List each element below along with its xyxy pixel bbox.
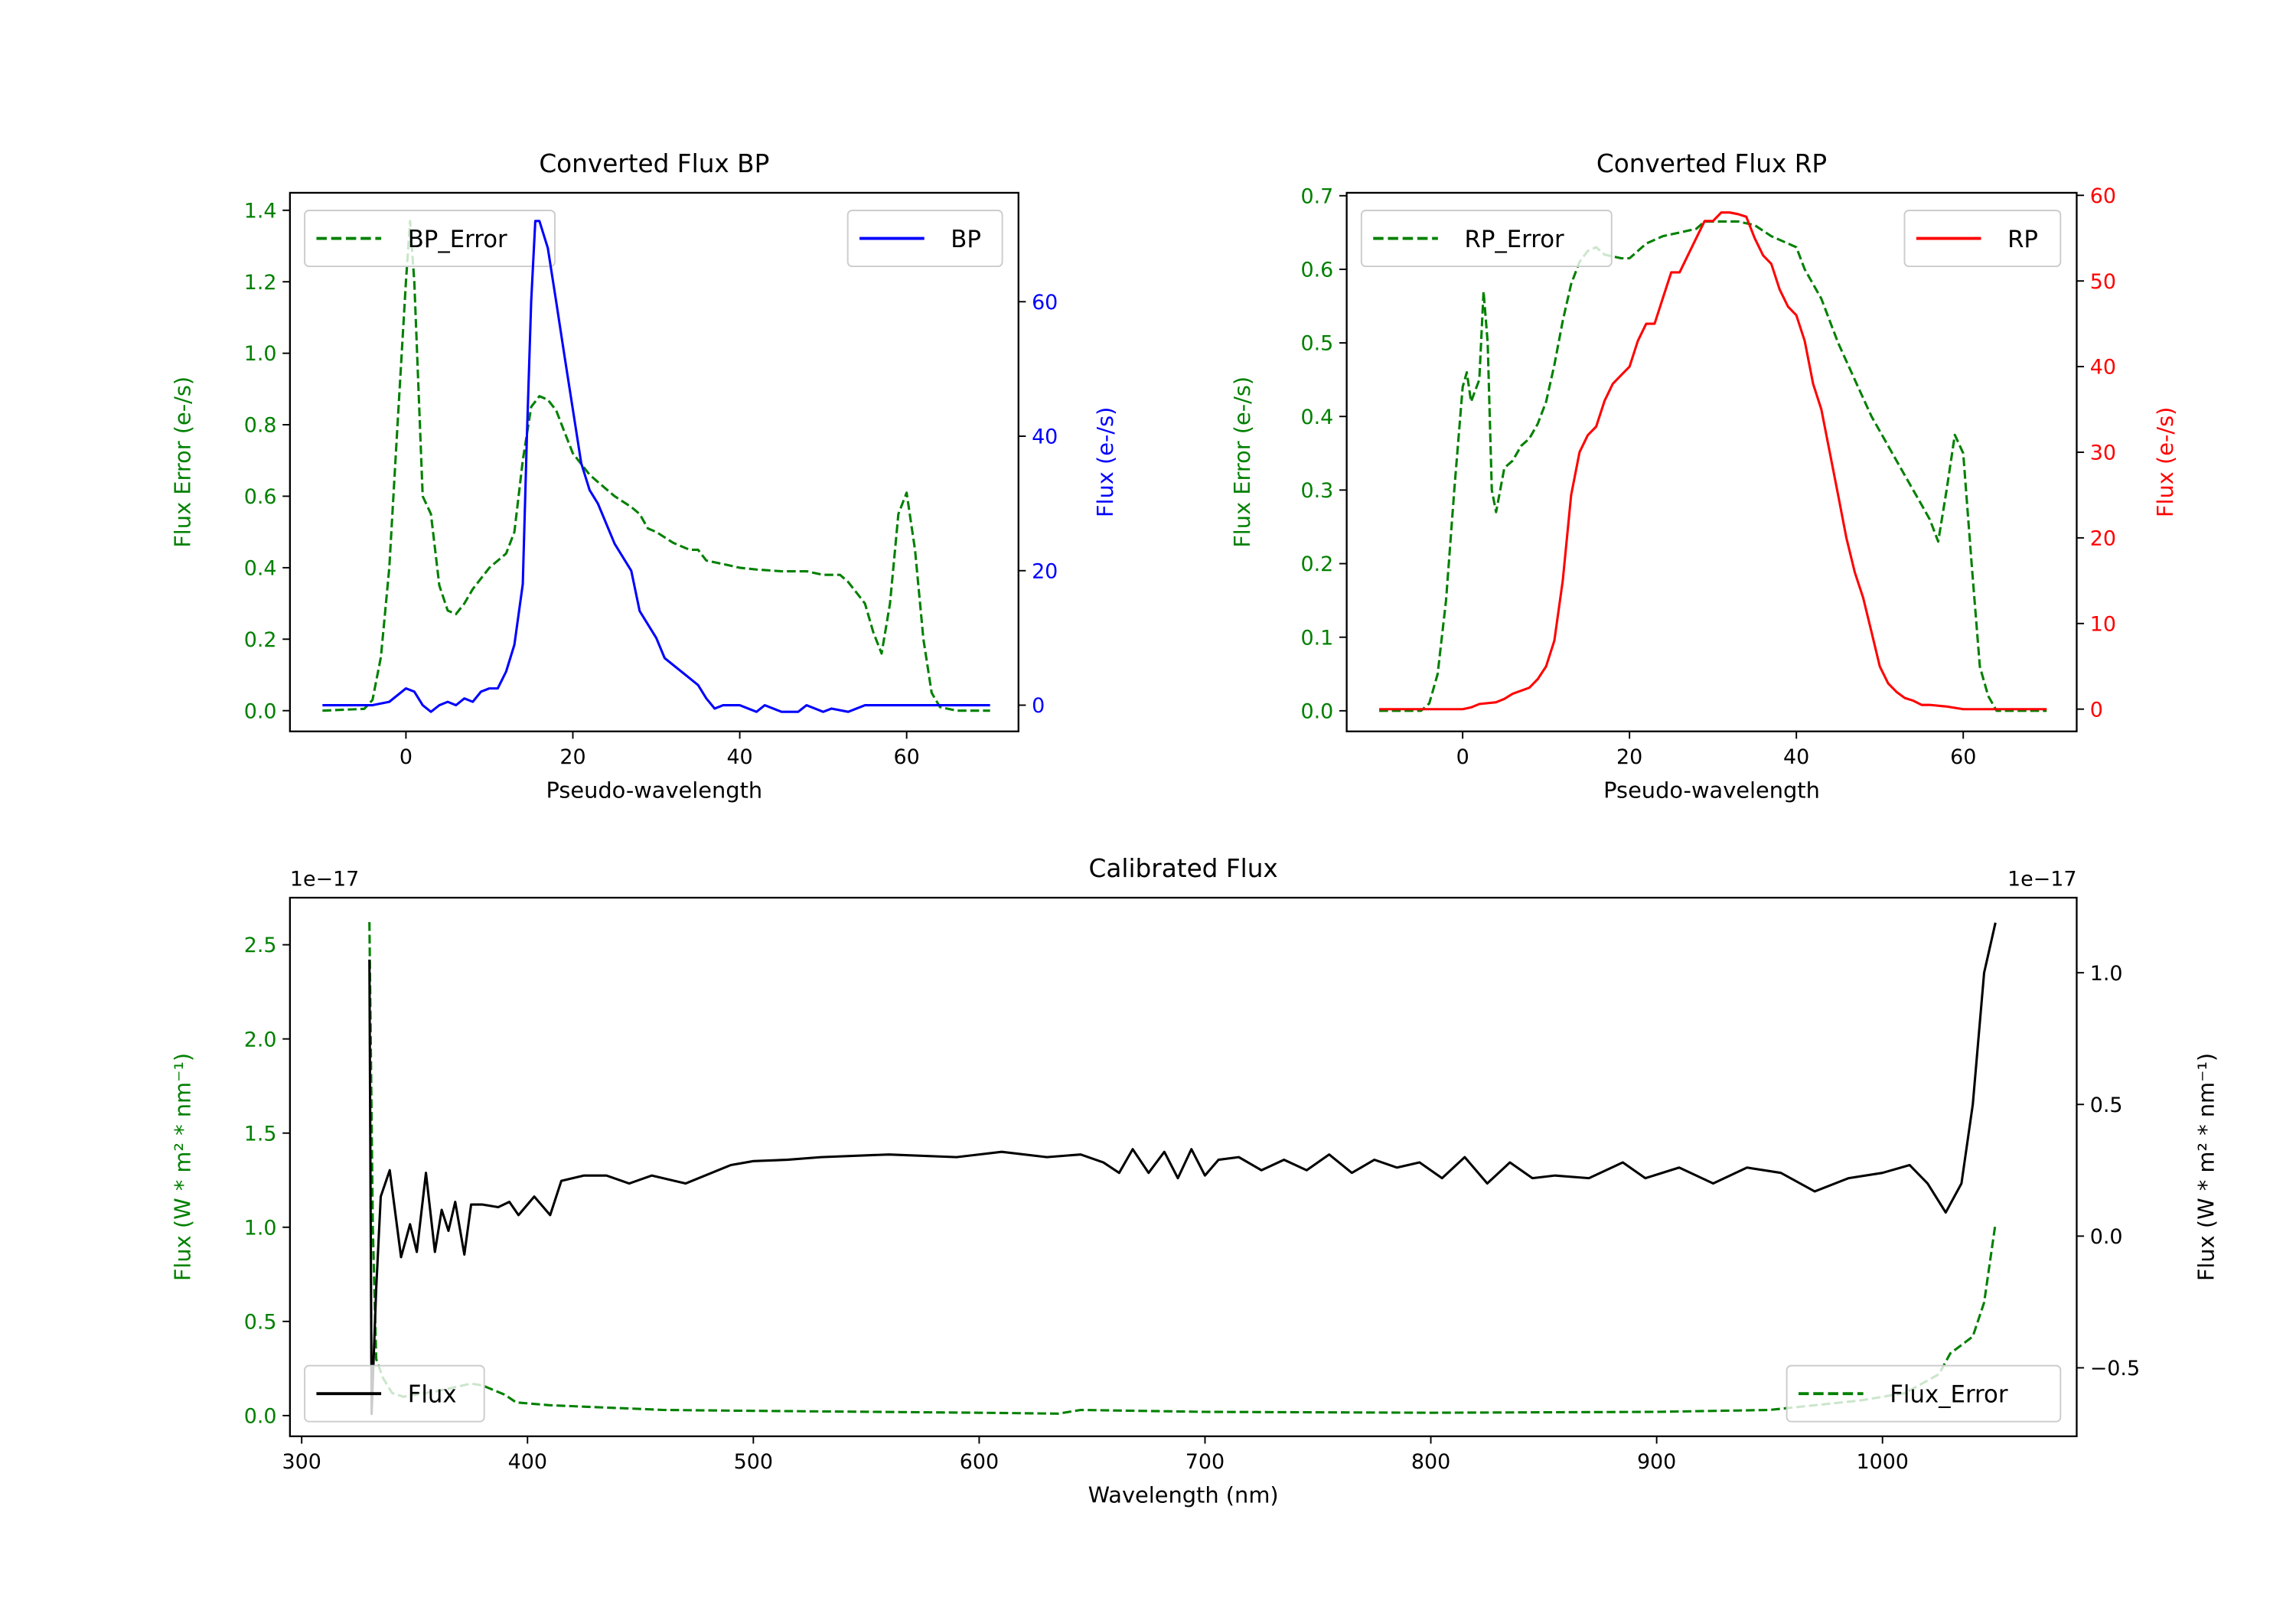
left-y-tick-label: 0.5 — [1301, 332, 1334, 356]
axes-frame — [1345, 191, 2078, 732]
left-y-tick-label: 0.8 — [244, 414, 277, 438]
chart-title: Converted Flux BP — [539, 149, 769, 178]
left-y-tick-label: 1.0 — [244, 1216, 277, 1240]
left-y-tick-label: 0.3 — [1301, 479, 1334, 503]
x-tick-label: 900 — [1637, 1450, 1676, 1474]
series-line-rp — [1379, 211, 2047, 711]
left-y-tick-label: 2.0 — [244, 1028, 277, 1051]
left-axis-offset-text: 1e−17 — [290, 868, 359, 892]
left-y-tick-label: 0.4 — [1301, 406, 1334, 429]
left-y-axis-label: Flux Error (e-/s) — [169, 376, 195, 548]
series-line-rp-error — [1379, 220, 2047, 712]
legend-upper-left: RP_Error — [1360, 210, 1613, 268]
legend-label: BP_Error — [408, 226, 507, 253]
x-tick-label: 800 — [1411, 1450, 1450, 1474]
x-tick-label: 0 — [400, 745, 413, 769]
right-y-axis-label: Flux (e-/s) — [1092, 407, 1118, 517]
left-y-tick-label: 0.5 — [244, 1310, 277, 1334]
left-y-tick-label: 1.0 — [244, 342, 277, 366]
left-y-tick-label: 2.5 — [244, 934, 277, 957]
x-tick-label: 400 — [508, 1450, 547, 1474]
chart-2: Converted Flux RP 0 20 40 60 Pseudo-wavelengt… — [1229, 149, 2178, 803]
chart-title: Calibrated Flux — [1089, 854, 1278, 883]
x-tick-label: 20 — [559, 745, 585, 769]
right-y-axis-label: Flux (W * m² * nm⁻¹) — [2193, 1053, 2219, 1281]
legend-frame — [304, 1364, 485, 1423]
right-y-tick-label: 50 — [2090, 270, 2116, 294]
axes-frame — [289, 191, 1019, 732]
x-axis-label: Pseudo-wavelength — [1603, 777, 1820, 803]
legend-label: RP — [2007, 226, 2038, 253]
legend-frame — [1903, 210, 2062, 268]
x-tick-label: 500 — [734, 1450, 773, 1474]
axes-frame — [289, 896, 2078, 1438]
x-tick-label: 700 — [1186, 1450, 1225, 1474]
legend-upper-right: BP — [846, 210, 1003, 268]
x-tick-label: 60 — [1950, 745, 1976, 769]
legend-label: Flux — [408, 1381, 457, 1409]
left-y-tick-label: 0.4 — [244, 556, 277, 580]
x-axis-label: Pseudo-wavelength — [546, 777, 762, 803]
left-y-tick-label: 0.6 — [244, 485, 277, 509]
left-y-tick-label: 1.4 — [244, 199, 277, 223]
right-y-tick-label: 0.5 — [2090, 1094, 2123, 1117]
left-y-tick-label: 0.2 — [244, 628, 277, 652]
left-y-tick-label: 1.5 — [244, 1122, 277, 1146]
left-y-tick-label: 0.7 — [1301, 184, 1334, 208]
series-line-flux — [368, 922, 1997, 1416]
legend-label: Flux_Error — [1890, 1381, 2008, 1409]
right-y-axis-label: Flux (e-/s) — [2152, 407, 2178, 517]
right-y-tick-label: 60 — [1032, 291, 1058, 315]
right-y-tick-label: 10 — [2090, 612, 2116, 636]
chart-title: Converted Flux RP — [1596, 149, 1827, 178]
left-y-axis-label: Flux Error (e-/s) — [1229, 376, 1255, 548]
legend-label: BP — [951, 226, 981, 253]
legend-frame — [304, 210, 556, 268]
legend-upper-right: RP — [1903, 210, 2062, 268]
left-y-tick-label: 0.1 — [1301, 626, 1334, 650]
legend-upper-left: BP_Error — [304, 210, 556, 268]
x-tick-label: 40 — [726, 745, 752, 769]
left-y-tick-label: 0.0 — [1301, 699, 1334, 723]
legend-lower-right: Flux_Error — [1786, 1364, 2062, 1423]
legend-frame — [1360, 210, 1613, 268]
right-y-tick-label: 20 — [1032, 559, 1058, 583]
right-y-tick-label: 0.0 — [2090, 1225, 2123, 1249]
right-y-tick-label: 1.0 — [2090, 962, 2123, 986]
right-y-tick-label: 60 — [2090, 184, 2116, 208]
series-line-bp-error — [322, 220, 990, 712]
x-tick-label: 600 — [960, 1450, 999, 1474]
left-y-tick-label: 0.0 — [244, 1404, 277, 1428]
left-y-axis-label: Flux (W * m² * nm⁻¹) — [169, 1053, 195, 1281]
x-tick-label: 0 — [1456, 745, 1469, 769]
x-tick-label: 1000 — [1856, 1450, 1908, 1474]
x-axis-label: Wavelength (nm) — [1088, 1482, 1279, 1508]
right-y-tick-label: 0 — [1032, 694, 1045, 718]
chart-1: Converted Flux BP 0 20 40 60 Pseudo-wavelengt… — [169, 149, 1118, 803]
x-tick-label: 60 — [894, 745, 920, 769]
right-axis-offset-text: 1e−17 — [2007, 868, 2076, 892]
right-y-tick-label: 40 — [2090, 356, 2116, 380]
right-y-tick-label: 30 — [2090, 442, 2116, 465]
x-tick-label: 300 — [282, 1450, 321, 1474]
right-y-tick-label: 20 — [2090, 526, 2116, 550]
x-tick-label: 40 — [1783, 745, 1809, 769]
legend-frame — [846, 210, 1003, 268]
chart-3: Calibrated Flux 1e−17 1e−17 300 400 500 600 700… — [169, 854, 2219, 1508]
left-y-tick-label: 0.6 — [1301, 259, 1334, 282]
right-y-tick-label: −0.5 — [2090, 1357, 2140, 1380]
left-y-tick-label: 1.2 — [244, 271, 277, 295]
left-y-tick-label: 0.2 — [1301, 553, 1334, 576]
right-y-tick-label: 40 — [1032, 425, 1058, 449]
series-line-bp — [322, 220, 990, 713]
legend-lower-left: Flux — [304, 1364, 485, 1423]
left-y-tick-label: 0.0 — [244, 699, 277, 723]
legend-label: RP_Error — [1464, 226, 1564, 253]
right-y-tick-label: 0 — [2090, 698, 2103, 722]
x-tick-label: 20 — [1616, 745, 1642, 769]
plots-layer: Converted Flux BP 0 20 40 60 Pseudo-wavelengt… — [169, 149, 2219, 1508]
legend-frame — [1786, 1364, 2062, 1423]
